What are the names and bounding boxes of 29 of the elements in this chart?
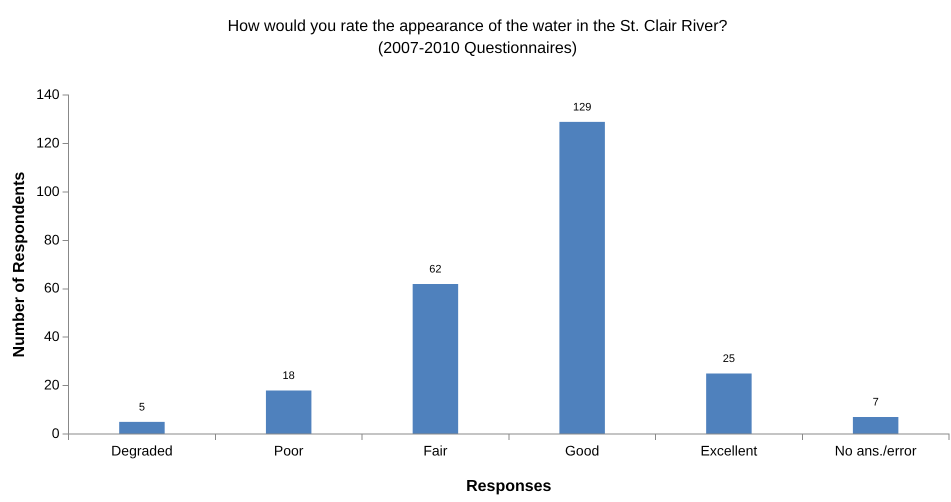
y-tick-label: 60 [44, 280, 60, 296]
bar [266, 390, 312, 434]
x-tick-label: Fair [423, 442, 448, 458]
bar [412, 284, 458, 434]
y-axis-title: Number of Respondents [11, 172, 28, 358]
data-label: 18 [282, 370, 295, 382]
x-tick-label: No ans./error [834, 442, 917, 458]
y-tick-label: 120 [36, 134, 60, 150]
x-tick-label: Poor [274, 442, 304, 458]
data-label: 7 [872, 396, 879, 409]
bar [852, 417, 898, 434]
bar [559, 122, 605, 434]
bar [119, 422, 165, 434]
data-label: 129 [572, 101, 592, 114]
x-axis-title: Responses [466, 478, 552, 495]
x-tick-label: Good [565, 442, 600, 458]
bar [706, 374, 752, 434]
y-tick-label: 140 [36, 86, 60, 102]
data-label: 62 [429, 263, 442, 276]
x-tick-label: Excellent [700, 442, 758, 458]
y-tick-label: 100 [36, 182, 60, 199]
chart-title: How would you rate the appearance of the water in the St. Clair River? (2007-2010 Questionnaires) [228, 18, 728, 57]
data-label: 5 [138, 401, 145, 414]
x-tick-label: Degraded [111, 442, 173, 458]
y-tick-label: 0 [52, 424, 60, 441]
y-tick-label: 40 [44, 328, 60, 344]
y-tick-label: 20 [44, 376, 60, 392]
y-tick-label: 80 [44, 231, 60, 248]
data-label: 25 [722, 353, 736, 366]
